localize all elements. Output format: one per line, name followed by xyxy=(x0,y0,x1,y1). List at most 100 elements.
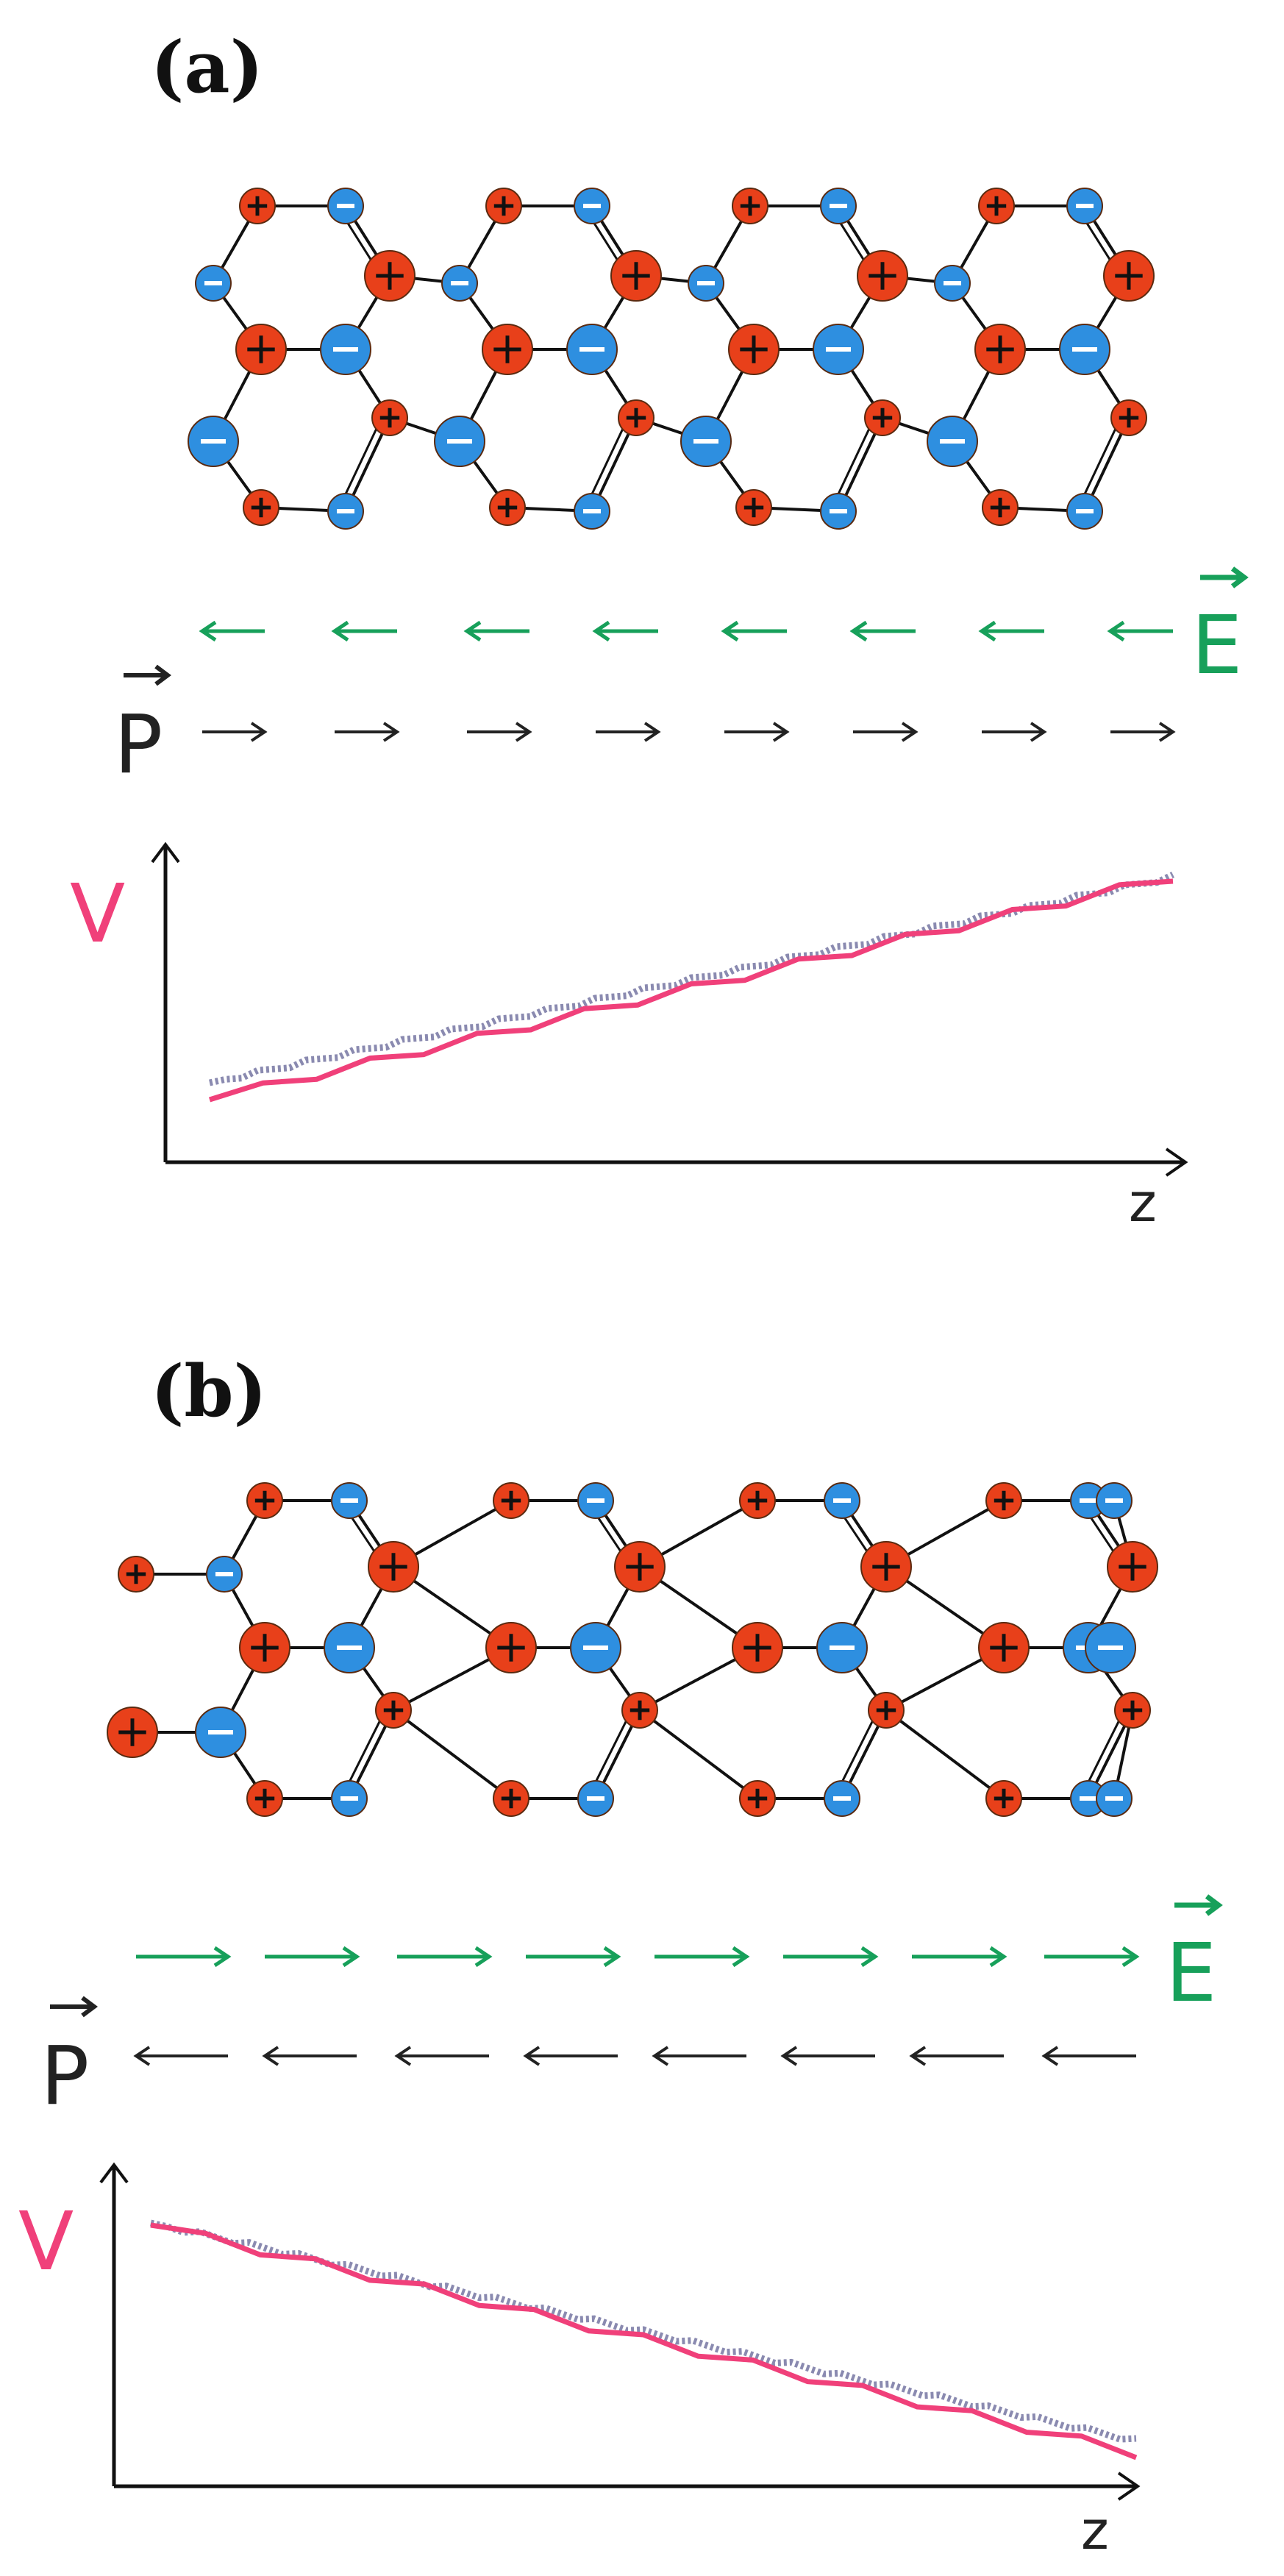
anion-atom xyxy=(195,1707,246,1758)
bond xyxy=(338,414,385,509)
cation-atom xyxy=(239,1622,290,1673)
bond xyxy=(638,1709,759,1800)
vector-arrow xyxy=(394,2046,489,2066)
anion-atom xyxy=(331,1780,368,1817)
vector-arrow xyxy=(982,722,1047,742)
cation-atom xyxy=(868,1692,905,1729)
vector-arrow xyxy=(262,2046,357,2066)
cation-atom xyxy=(621,1692,658,1729)
anion-atom xyxy=(327,188,364,224)
cation-atom xyxy=(739,1780,776,1817)
anion-atom xyxy=(324,1622,375,1673)
polarization-arrows-a xyxy=(202,722,1176,742)
vector-arrow xyxy=(136,1946,232,1968)
anion-atom xyxy=(680,416,732,467)
anion-atom xyxy=(566,324,618,375)
cation-atom xyxy=(1114,1692,1151,1729)
anion-atom xyxy=(1096,1780,1133,1817)
field-vector-hat-b xyxy=(1174,1894,1223,1916)
vector-arrow xyxy=(467,722,532,742)
anion-atom xyxy=(824,1780,860,1817)
polarization-vector-hat-b xyxy=(50,1996,98,2018)
vector-arrow xyxy=(202,722,268,742)
polarization-arrows-b xyxy=(133,2046,1136,2066)
cation-atom xyxy=(732,1622,783,1673)
vector-arrow xyxy=(652,2046,746,2066)
vector-arrow xyxy=(1041,2046,1136,2066)
field-vector-hat-a xyxy=(1200,566,1249,588)
axis-label-z-a: z xyxy=(1129,1172,1157,1234)
cation-atom xyxy=(375,1692,412,1729)
cation-atom xyxy=(246,1482,283,1519)
cation-atom xyxy=(978,188,1015,224)
field-arrows-b xyxy=(136,1946,1140,1968)
cation-atom xyxy=(364,250,415,302)
cation-atom xyxy=(857,250,908,302)
field-label-b: E xyxy=(1166,1926,1217,2020)
anion-atom xyxy=(188,416,239,467)
axis-label-z-b: z xyxy=(1081,2499,1109,2561)
cation-atom xyxy=(860,1541,912,1593)
cation-atom xyxy=(489,489,526,526)
vector-arrow xyxy=(331,620,397,642)
cation-atom xyxy=(618,399,655,436)
anion-atom xyxy=(1070,1482,1107,1519)
vector-arrow xyxy=(523,2046,618,2066)
vector-arrow xyxy=(724,722,790,742)
cation-atom xyxy=(728,324,780,375)
vector-arrow xyxy=(335,722,400,742)
potential-curve-b xyxy=(150,2222,1138,2461)
anion-atom xyxy=(1059,324,1110,375)
bond xyxy=(584,414,631,509)
anion-atom xyxy=(813,324,864,375)
anion-atom xyxy=(195,265,232,302)
lattice-b xyxy=(107,1482,1158,1817)
potential-curve-a xyxy=(208,878,1174,1103)
anion-atom xyxy=(206,1556,243,1593)
vector-arrow xyxy=(978,620,1044,642)
vector-arrow xyxy=(265,1946,360,1968)
anion-atom xyxy=(577,1780,614,1817)
y-axis-arrow-b xyxy=(99,2162,129,2184)
anion-atom xyxy=(327,493,364,530)
cation-atom xyxy=(985,1482,1022,1519)
polarization-label-b: P xyxy=(40,2029,89,2123)
cation-atom xyxy=(485,1622,537,1673)
cation-atom xyxy=(371,399,408,436)
vector-arrow xyxy=(849,620,916,642)
vector-arrow xyxy=(1044,1946,1140,1968)
field-arrows-a xyxy=(199,620,1173,642)
cation-atom xyxy=(864,399,901,436)
cation-atom xyxy=(732,188,768,224)
panel-b: (b) E P V z xyxy=(18,1350,1223,2561)
vector-arrow xyxy=(397,1946,493,1968)
anion-atom xyxy=(434,416,485,467)
anion-atom xyxy=(1066,188,1103,224)
anion-atom xyxy=(570,1622,621,1673)
anion-atom xyxy=(1066,493,1103,530)
vector-arrow xyxy=(596,722,661,742)
vector-arrow xyxy=(912,1946,1007,1968)
bond xyxy=(392,1709,513,1800)
cation-atom xyxy=(246,1780,283,1817)
cation-atom xyxy=(493,1482,529,1519)
vector-arrow xyxy=(783,1946,879,1968)
cation-atom xyxy=(735,489,772,526)
bond xyxy=(885,1709,1005,1800)
x-axis-arrow-a xyxy=(1165,1148,1188,1177)
x-axis-arrow-b xyxy=(1117,2472,1141,2501)
anion-atom xyxy=(577,1482,614,1519)
vector-arrow xyxy=(526,1946,621,1968)
vector-arrow xyxy=(199,620,265,642)
cation-atom xyxy=(485,188,522,224)
potential-plot-a: V z xyxy=(70,842,1188,1234)
anion-atom xyxy=(574,493,610,530)
potential-label-a: V xyxy=(70,867,125,961)
vector-arrow xyxy=(909,2046,1004,2066)
vector-arrow xyxy=(133,2046,228,2066)
cation-atom xyxy=(614,1541,666,1593)
anion-atom xyxy=(816,1622,868,1673)
bond xyxy=(1077,414,1124,509)
vector-arrow xyxy=(780,2046,875,2066)
cation-atom xyxy=(974,324,1026,375)
